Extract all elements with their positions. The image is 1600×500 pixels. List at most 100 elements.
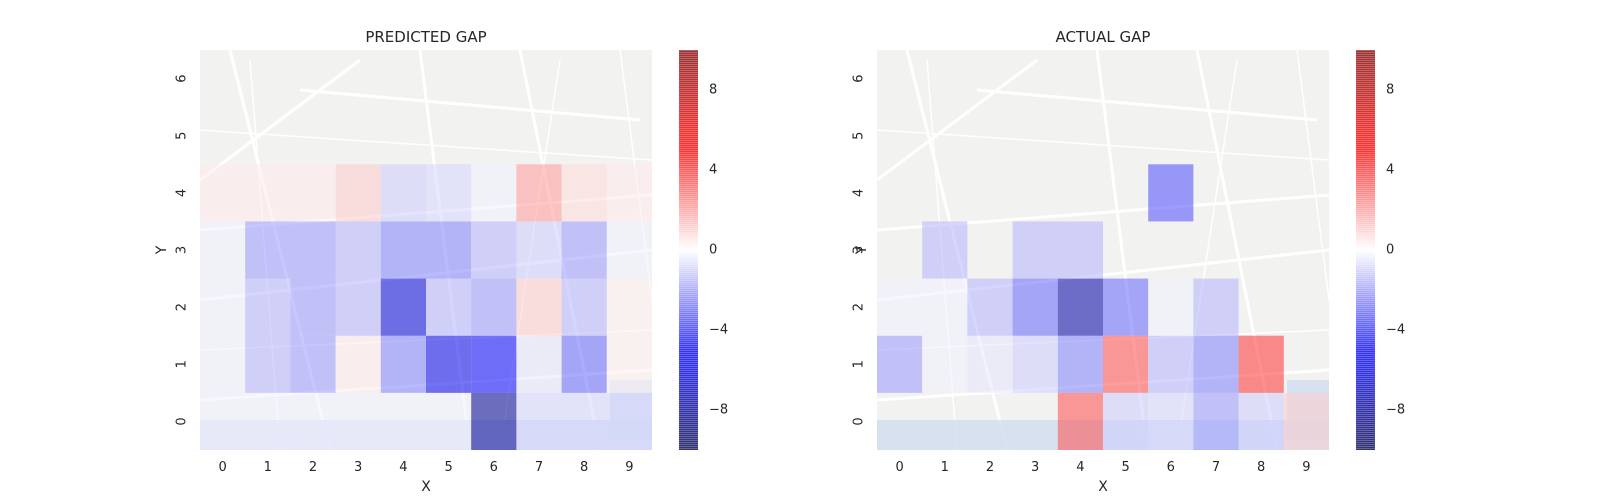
heatmap-cell xyxy=(1103,278,1149,336)
heatmap-cell xyxy=(561,392,607,450)
x-axis-label: X xyxy=(421,479,431,495)
heatmap-cell xyxy=(967,278,1013,336)
x-tick-label: 3 xyxy=(354,460,362,475)
colorbar-tick-label: 8 xyxy=(709,83,717,98)
heatmap-cell xyxy=(606,335,652,393)
y-tick-label: 1 xyxy=(852,360,867,368)
heatmap-cell xyxy=(1057,335,1103,393)
y-tick-label: 6 xyxy=(852,74,867,82)
colorbar-tick-label: 4 xyxy=(1386,163,1394,178)
heatmap-cell xyxy=(200,164,246,222)
heatmap-cell xyxy=(335,221,381,279)
colorbar-tick-label: 0 xyxy=(709,243,717,258)
heatmap-cell xyxy=(200,335,246,393)
y-tick-label: 5 xyxy=(175,132,190,140)
heatmap-cell xyxy=(516,164,562,222)
heatmap-cell xyxy=(1103,392,1149,450)
colorbar-tick-label: −4 xyxy=(709,323,728,338)
x-tick-label: 1 xyxy=(264,460,272,475)
y-tick-label: 0 xyxy=(852,417,867,425)
colorbar-tick-labels: 8 4 0 −4 −8 xyxy=(1386,83,1405,418)
heatmap-cell xyxy=(561,278,607,336)
colorbar-tick-label: −4 xyxy=(1386,323,1405,338)
heatmap-cell xyxy=(922,278,968,336)
y-tick-label: 1 xyxy=(175,360,190,368)
heatmap-cell xyxy=(1193,392,1239,450)
heatmap-cell xyxy=(245,221,291,279)
heatmap-cell xyxy=(290,164,336,222)
heatmap-cell xyxy=(1238,335,1284,393)
heatmap-cell xyxy=(877,335,923,393)
colorbar-tick-label: 0 xyxy=(1386,243,1394,258)
colorbar-tick-label: 8 xyxy=(1386,83,1394,98)
x-tick-label: 9 xyxy=(1302,460,1310,475)
heatmap-cell xyxy=(1193,278,1239,336)
heatmap-cell xyxy=(471,164,517,222)
x-tick-labels: 0 1 2 3 4 5 6 7 8 9 xyxy=(218,460,633,475)
heatmap-cell xyxy=(290,392,336,450)
heatmap-cell xyxy=(561,164,607,222)
heatmap-cell xyxy=(200,221,246,279)
x-tick-label: 0 xyxy=(895,460,903,475)
heatmap-cell xyxy=(561,335,607,393)
heatmap-cell xyxy=(922,221,968,279)
heatmap-cells xyxy=(200,164,652,450)
colorbar: 8 4 0 −4 −8 xyxy=(1356,50,1405,450)
heatmap-cell xyxy=(516,221,562,279)
x-axis-label: X xyxy=(1098,479,1108,495)
x-tick-label: 3 xyxy=(1031,460,1039,475)
heatmap-cell xyxy=(471,335,517,393)
heatmap-cell xyxy=(380,278,426,336)
heatmap-cell xyxy=(290,278,336,336)
heatmap-cell xyxy=(516,278,562,336)
heatmap-cell xyxy=(426,164,472,222)
heatmap-cell xyxy=(471,221,517,279)
colorbar: 8 4 0 −4 −8 xyxy=(679,50,728,450)
heatmap-cell xyxy=(1012,278,1058,336)
heatmap-cell xyxy=(290,221,336,279)
heatmap-cell xyxy=(1103,335,1149,393)
heatmap-cell xyxy=(561,221,607,279)
heatmap-cell xyxy=(516,392,562,450)
heatmap-cell xyxy=(1057,278,1103,336)
heatmap-cell xyxy=(1148,335,1194,393)
heatmap-cell xyxy=(1148,164,1194,222)
y-axis-label: Y xyxy=(854,245,870,255)
heatmap-cell xyxy=(335,164,381,222)
heatmap-cell xyxy=(245,335,291,393)
heatmap-cell xyxy=(380,221,426,279)
heatmap-cell xyxy=(967,335,1013,393)
heatmap-cell xyxy=(380,392,426,450)
x-tick-label: 2 xyxy=(986,460,994,475)
colorbar-tick-label: −8 xyxy=(1386,403,1405,418)
colorbar-tick-label: −8 xyxy=(709,403,728,418)
y-tick-label: 2 xyxy=(852,303,867,311)
x-tick-labels: 0 1 2 3 4 5 6 7 8 9 xyxy=(895,460,1310,475)
x-tick-label: 6 xyxy=(1167,460,1175,475)
heatmap-cell xyxy=(200,278,246,336)
x-tick-label: 8 xyxy=(580,460,588,475)
heatmap-cell xyxy=(426,392,472,450)
x-tick-label: 7 xyxy=(1212,460,1220,475)
y-tick-labels: 0 1 2 3 4 5 6 xyxy=(175,74,190,425)
x-tick-label: 4 xyxy=(399,460,407,475)
y-tick-label: 5 xyxy=(852,132,867,140)
heatmap-cell xyxy=(335,278,381,336)
predicted-gap-title: PREDICTED GAP xyxy=(365,28,486,46)
x-tick-label: 9 xyxy=(625,460,633,475)
x-tick-label: 6 xyxy=(490,460,498,475)
heatmap-cell xyxy=(200,392,246,450)
y-tick-label: 4 xyxy=(175,189,190,197)
x-tick-label: 5 xyxy=(1121,460,1129,475)
heatmap-cell xyxy=(335,392,381,450)
heatmap-cell xyxy=(606,221,652,279)
heatmap-cell xyxy=(1148,392,1194,450)
heatmap-cell xyxy=(426,335,472,393)
x-tick-label: 8 xyxy=(1257,460,1265,475)
x-tick-label: 1 xyxy=(941,460,949,475)
x-tick-label: 0 xyxy=(218,460,226,475)
actual-gap-panel: ACTUAL GAP 0 1 2 3 4 5 6 7 8 9 0 1 2 3 4 5 6 X Y 8 4 0 −4 −… xyxy=(852,28,1406,495)
y-tick-label: 2 xyxy=(175,303,190,311)
